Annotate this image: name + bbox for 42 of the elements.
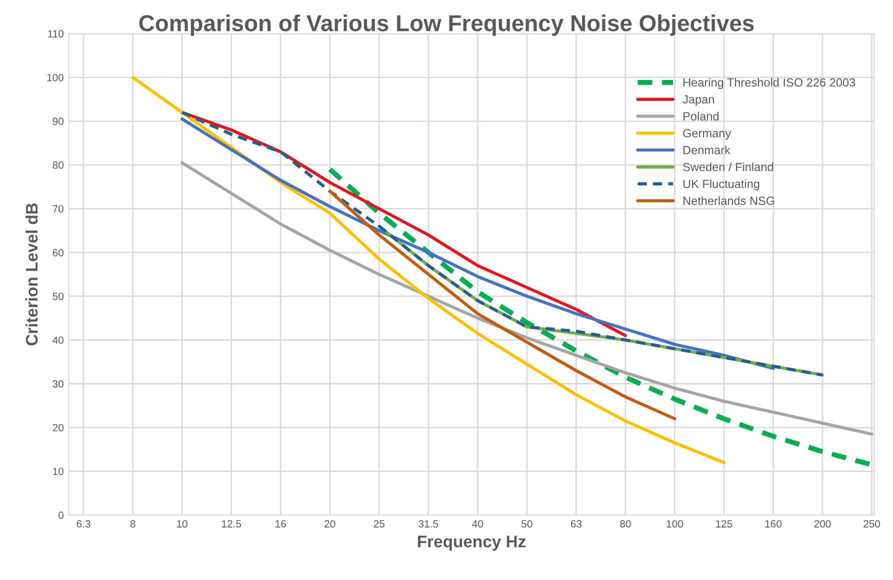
legend-label: Denmark [684, 146, 730, 154]
x-tick-label: 160 [765, 520, 782, 528]
y-tick-label: 30 [52, 380, 64, 388]
y-tick-label: 80 [52, 161, 64, 169]
y-tick-label: 110 [48, 30, 64, 38]
y-tick-label: 40 [52, 336, 64, 344]
x-tick-label: 6.3 [76, 520, 90, 528]
y-tick-label: 50 [52, 292, 64, 300]
chart-title: Comparison of Various Low Frequency Noise Objectives [139, 14, 754, 36]
legend-label: Japan [682, 95, 714, 106]
x-tick-label: 80 [620, 520, 631, 528]
line-series [328, 190, 676, 420]
legend-label: UK Fluctuating [683, 179, 760, 190]
y-tick-label: 60 [52, 248, 64, 256]
line-series [180, 161, 874, 436]
x-tick-label: 31.5 [418, 520, 438, 528]
x-axis-title: Frequency Hz [418, 536, 526, 551]
y-tick-label: 0 [58, 512, 64, 519]
x-tick-label: 8 [130, 520, 136, 528]
x-tick-label: 25 [374, 520, 384, 528]
y-tick-label: 90 [52, 118, 64, 126]
x-tick-label: 125 [716, 520, 732, 528]
legend-label: Sweden / Finland [683, 162, 773, 172]
y-tick-label: 20 [52, 424, 64, 432]
y-tick-label: 10 [53, 468, 64, 476]
legend-label: Poland [684, 112, 719, 120]
x-tick-label: 250 [864, 520, 880, 528]
x-tick-label: 20 [324, 520, 336, 528]
x-tick-label: 63 [570, 520, 582, 528]
legend-label: Hearing Threshold ISO 226 2003 [684, 78, 856, 89]
y-tick-label: 70 [52, 205, 64, 213]
x-tick-label: 10 [177, 520, 188, 528]
x-tick-label: 200 [814, 520, 831, 528]
x-tick-label: 16 [276, 520, 286, 528]
x-tick-label: 50 [522, 520, 532, 528]
y-axis-title: Criterion Level dB [25, 203, 38, 346]
x-tick-label: 100 [666, 520, 684, 528]
x-tick-label: 12.5 [222, 520, 242, 528]
legend-label: Germany [683, 129, 732, 140]
y-tick-label: 100 [47, 74, 64, 82]
legend-label: Netherlands NSG [684, 196, 774, 205]
x-tick-label: 40 [472, 520, 484, 528]
